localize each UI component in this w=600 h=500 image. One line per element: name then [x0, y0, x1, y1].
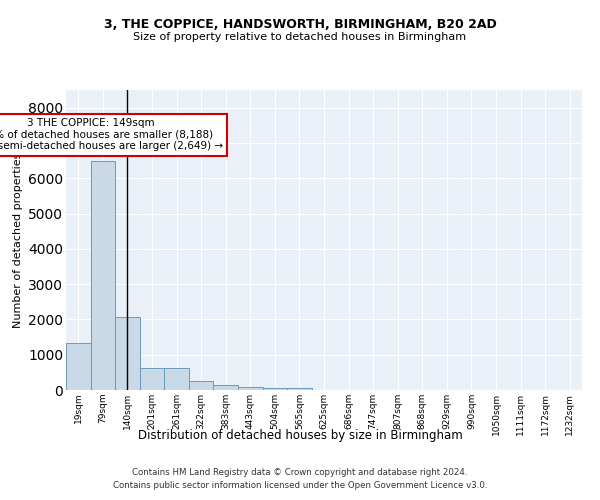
Y-axis label: Number of detached properties: Number of detached properties	[13, 152, 23, 328]
Text: Contains HM Land Registry data © Crown copyright and database right 2024.: Contains HM Land Registry data © Crown c…	[132, 468, 468, 477]
Bar	[287, 388, 312, 390]
Bar	[140, 368, 164, 390]
Bar	[189, 382, 214, 390]
Bar	[214, 386, 238, 390]
Text: 3, THE COPPICE, HANDSWORTH, BIRMINGHAM, B20 2AD: 3, THE COPPICE, HANDSWORTH, BIRMINGHAM, …	[104, 18, 496, 30]
Bar	[164, 368, 189, 390]
Bar	[115, 316, 140, 390]
Text: Distribution of detached houses by size in Birmingham: Distribution of detached houses by size …	[137, 428, 463, 442]
Bar	[263, 388, 287, 390]
Bar	[91, 160, 115, 390]
Bar	[66, 344, 91, 390]
Bar	[238, 387, 263, 390]
Text: Contains public sector information licensed under the Open Government Licence v3: Contains public sector information licen…	[113, 482, 487, 490]
Text: Size of property relative to detached houses in Birmingham: Size of property relative to detached ho…	[133, 32, 467, 42]
Text: 3 THE COPPICE: 149sqm
← 75% of detached houses are smaller (8,188)
24% of semi-d: 3 THE COPPICE: 149sqm ← 75% of detached …	[0, 118, 223, 152]
